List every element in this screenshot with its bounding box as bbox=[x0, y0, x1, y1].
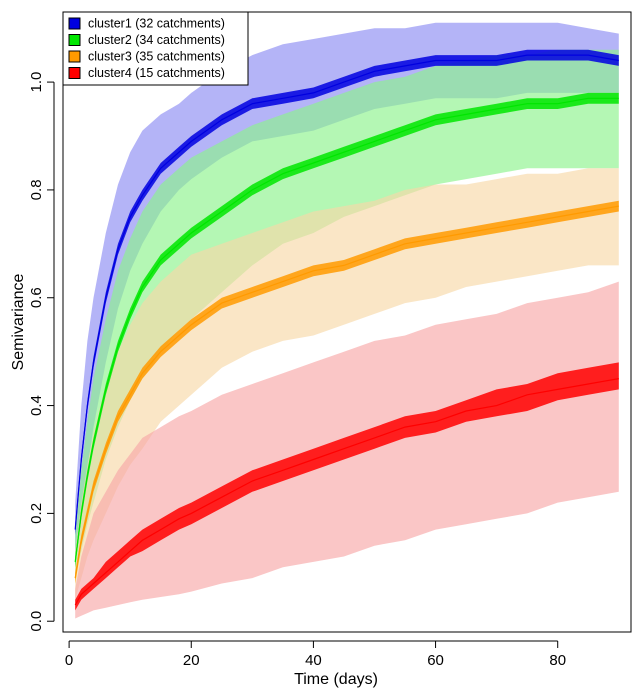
legend: cluster1 (32 catchments) cluster2 (34 cat… bbox=[62, 11, 249, 86]
x-tick-label: 20 bbox=[183, 652, 200, 669]
legend-swatch bbox=[68, 34, 81, 46]
legend-item-cluster3: cluster3 (35 catchments) bbox=[68, 50, 225, 64]
cluster4-mean-band bbox=[75, 362, 619, 611]
legend-item-cluster4: cluster4 (15 catchments) bbox=[68, 66, 225, 80]
x-tick-label: 60 bbox=[427, 652, 444, 669]
legend-item-cluster2: cluster2 (34 catchments) bbox=[68, 33, 225, 47]
legend-swatch bbox=[68, 50, 81, 63]
x-tick-label: 40 bbox=[305, 652, 322, 669]
legend-swatch bbox=[68, 17, 81, 30]
y-axis-title: Semivariance bbox=[10, 273, 27, 370]
cluster3-range-band bbox=[75, 168, 619, 600]
cluster1-mean-line bbox=[74, 54, 619, 530]
mean-bands bbox=[75, 49, 619, 611]
x-tick-label: 80 bbox=[549, 652, 566, 669]
y-tick-label: 0.4 bbox=[28, 395, 45, 416]
y-tick-label: 0.0 bbox=[28, 611, 45, 632]
legend-label: cluster3 (35 catchments) bbox=[88, 50, 225, 64]
y-axis: 0.0 0.2 0.4 0.6 0.8 1.0 bbox=[28, 72, 55, 632]
legend-swatch bbox=[68, 67, 81, 79]
legend-label: cluster1 (32 catchments) bbox=[88, 17, 225, 31]
legend-item-cluster1: cluster1 (32 catchments) bbox=[68, 17, 225, 31]
cluster2-range-band bbox=[75, 49, 619, 579]
y-tick-label: 1.0 bbox=[28, 72, 45, 93]
legend-entries: cluster1 (32 catchments) cluster2 (34 cat… bbox=[68, 17, 225, 80]
x-axis: 0 20 40 60 80 bbox=[65, 640, 566, 669]
cluster3-mean-line bbox=[74, 205, 619, 579]
cluster4-mean-line bbox=[74, 378, 619, 606]
x-axis-title: Time (days) bbox=[294, 671, 378, 688]
cluster2-mean-line bbox=[74, 97, 619, 562]
x-tick-label: 0 bbox=[65, 652, 73, 669]
y-tick-label: 0.6 bbox=[28, 287, 45, 308]
plot-frame bbox=[62, 11, 632, 633]
mean-lines bbox=[74, 54, 619, 606]
legend-label: cluster2 (34 catchments) bbox=[88, 33, 225, 47]
legend-label: cluster4 (15 catchments) bbox=[88, 66, 225, 80]
legend-box bbox=[62, 11, 249, 86]
y-tick-label: 0.2 bbox=[28, 503, 45, 524]
y-tick-label: 0.8 bbox=[28, 179, 45, 200]
